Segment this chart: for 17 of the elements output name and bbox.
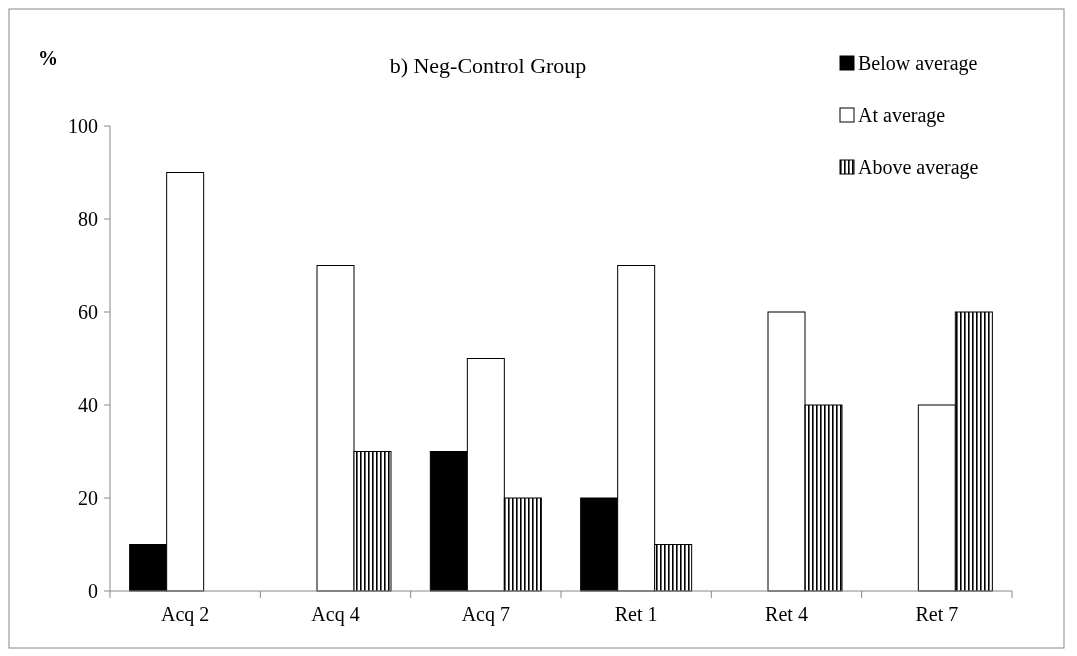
x-tick-label: Acq 4: [311, 603, 360, 626]
y-axis-title: %: [38, 47, 58, 69]
y-tick-label: 100: [68, 115, 98, 137]
x-tick-label: Ret 7: [915, 603, 959, 625]
y-tick-label: 80: [78, 208, 98, 230]
x-tick-label: Ret 1: [614, 603, 658, 625]
legend-label: At average: [858, 104, 946, 127]
legend-label: Below average: [858, 52, 978, 75]
y-tick-label: 60: [78, 301, 98, 323]
chart-title: b) Neg-Control Group: [389, 52, 587, 78]
y-tick-label: 40: [78, 394, 98, 416]
x-tick-label: Acq 2: [161, 603, 210, 626]
y-tick-label: 0: [88, 580, 98, 602]
x-tick-label: Acq 7: [461, 603, 510, 626]
legend-label: Above average: [858, 156, 979, 179]
y-tick-label: 20: [78, 487, 98, 509]
x-tick-label: Ret 4: [765, 603, 808, 625]
